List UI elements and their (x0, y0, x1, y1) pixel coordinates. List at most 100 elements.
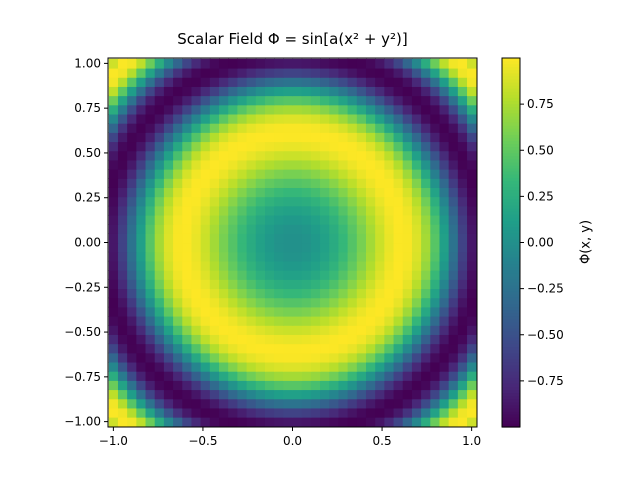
colorbar-strip (502, 233, 520, 237)
heatmap-cell (108, 224, 119, 234)
heatmap-cell (320, 270, 330, 280)
heatmap-cell (108, 398, 119, 409)
heatmap-cell (145, 352, 156, 363)
heatmap-cell (384, 132, 395, 143)
y-tick-label: −0.75 (64, 370, 101, 384)
heatmap-cell (173, 86, 183, 97)
heatmap-cell (310, 86, 321, 97)
heatmap-cell (356, 288, 367, 299)
heatmap-cell (246, 417, 257, 427)
heatmap-cell (292, 113, 303, 124)
heatmap-cell (393, 123, 404, 133)
heatmap-cell (356, 297, 367, 308)
heatmap-cell (182, 113, 193, 124)
heatmap-cell (301, 169, 312, 179)
heatmap-cell (365, 150, 376, 161)
heatmap-cell (347, 343, 358, 354)
heatmap-cell (310, 150, 321, 161)
heatmap-cell (274, 306, 284, 317)
heatmap-cell (255, 325, 266, 335)
heatmap-cell (154, 315, 165, 326)
heatmap-cell (228, 343, 238, 354)
heatmap-cell (347, 279, 358, 290)
heatmap-cell (246, 169, 257, 179)
heatmap-cell (209, 205, 220, 216)
heatmap-cell (283, 187, 294, 198)
heatmap-cell (154, 58, 165, 69)
heatmap-cell (448, 279, 459, 290)
heatmap-cell (191, 169, 202, 179)
heatmap-cell (173, 58, 183, 69)
heatmap-cell (255, 306, 266, 317)
heatmap-cell (448, 233, 459, 244)
colorbar-strip (502, 368, 520, 373)
heatmap-cell (255, 77, 266, 87)
heatmap-cell (393, 196, 404, 207)
heatmap-cell (347, 334, 358, 345)
heatmap-cell (154, 288, 165, 299)
heatmap-cell (283, 67, 294, 78)
heatmap-cell (411, 325, 422, 335)
heatmap-cell (237, 205, 248, 216)
heatmap-cell (200, 270, 211, 280)
heatmap-cell (191, 361, 202, 372)
heatmap-cell (329, 141, 340, 152)
heatmap-cell (191, 178, 202, 188)
heatmap-cell (329, 325, 340, 335)
heatmap-cell (329, 86, 340, 97)
heatmap-cell (467, 288, 477, 299)
colorbar-strip (502, 325, 520, 330)
heatmap-cell (237, 141, 248, 152)
heatmap-cell (411, 334, 422, 345)
heatmap-cell (237, 352, 248, 363)
heatmap-cell (292, 251, 303, 262)
heatmap-cell (457, 113, 468, 124)
heatmap-cell (182, 334, 193, 345)
heatmap-cell (219, 315, 229, 326)
heatmap-cell (384, 95, 395, 106)
heatmap-cell (154, 224, 165, 234)
heatmap-cell (255, 270, 266, 280)
colorbar-strip (502, 291, 520, 296)
heatmap-cell (182, 86, 193, 97)
heatmap-cell (393, 169, 404, 179)
heatmap-cell (264, 279, 275, 290)
heatmap-cell (384, 279, 395, 290)
heatmap-cell (108, 242, 119, 253)
heatmap-cell (301, 104, 312, 115)
heatmap-cell (127, 178, 137, 188)
heatmap-cell (320, 123, 330, 133)
heatmap-cell (448, 343, 459, 354)
colorbar-strip (502, 82, 520, 87)
heatmap-cell (163, 343, 174, 354)
heatmap-cell (173, 178, 183, 188)
heatmap-cell (393, 279, 404, 290)
heatmap-cell (108, 113, 119, 124)
heatmap-cell (136, 343, 147, 354)
heatmap-cell (182, 104, 193, 115)
heatmap-cell (209, 113, 220, 124)
heatmap-cell (301, 205, 312, 216)
heatmap-cell (457, 95, 468, 106)
heatmap-cell (411, 352, 422, 363)
heatmap-cell (439, 86, 450, 97)
heatmap-cell (338, 260, 349, 271)
heatmap-cell (329, 123, 340, 133)
heatmap-cell (219, 77, 229, 87)
heatmap-cell (375, 132, 385, 143)
heatmap-cell (356, 77, 367, 87)
heatmap-cell (200, 86, 211, 97)
heatmap-cell (292, 297, 303, 308)
heatmap-cell (411, 123, 422, 133)
heatmap-cell (384, 389, 395, 400)
heatmap-cell (154, 196, 165, 207)
heatmap-cell (108, 417, 119, 427)
heatmap-cell (375, 334, 385, 345)
heatmap-cell (182, 306, 193, 317)
colorbar-strip (502, 242, 520, 247)
heatmap-cell (182, 123, 193, 133)
heatmap-cell (430, 361, 441, 372)
colorbar-strip (502, 399, 520, 404)
heatmap-cell (356, 233, 367, 244)
heatmap-cell (163, 178, 174, 188)
